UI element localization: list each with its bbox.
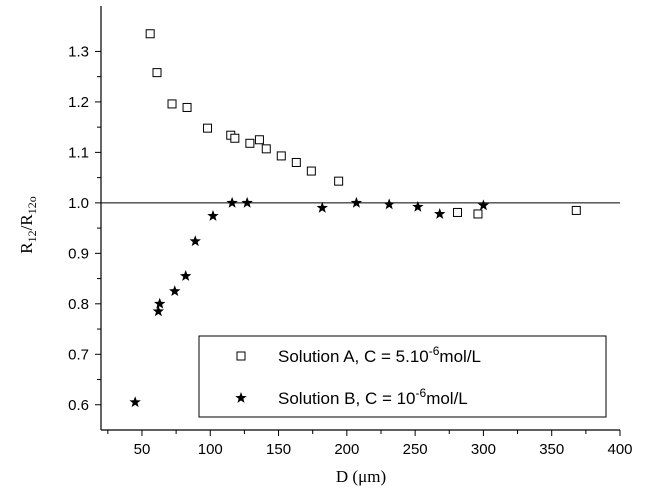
data-point-solution-b — [152, 305, 165, 317]
y-tick-label: 0.7 — [68, 346, 89, 363]
x-axis-title: D (μm) — [336, 467, 386, 486]
data-point-solution-b — [434, 207, 446, 219]
x-tick-label: 200 — [334, 441, 359, 458]
data-point-solution-b — [350, 196, 363, 208]
x-tick-label: 250 — [403, 441, 428, 458]
y-tick-label: 1.2 — [68, 94, 89, 111]
legend-label-solution-b: Solution B, C = 10-6mol/L — [278, 386, 468, 408]
legend: Solution A, C = 5.10-6mol/L Solution B, … — [198, 335, 607, 418]
data-point-solution-b — [316, 201, 328, 213]
y-axis-title-base: R — [17, 242, 36, 254]
data-point-solution-b — [241, 196, 253, 208]
x-tick-label: 50 — [134, 441, 151, 458]
x-axis-title-suffix: m) — [367, 467, 386, 486]
legend-symbol-solution-b — [235, 392, 247, 403]
data-point-solution-b — [154, 297, 166, 309]
legend-label-solution-b-suffix: mol/L — [426, 389, 468, 408]
data-point-solution-a — [254, 135, 264, 145]
y-axis-title-sep: /R — [17, 214, 36, 231]
y-tick-label: 0.6 — [68, 397, 89, 414]
data-point-solution-b — [189, 235, 201, 247]
data-point-solution-a — [167, 99, 177, 109]
data-point-solution-a — [152, 68, 162, 78]
legend-label-solution-b-sup: -6 — [416, 386, 427, 400]
legend-box — [198, 335, 607, 418]
legend-marker-open-square — [236, 351, 246, 361]
y-tick-label: 1.3 — [68, 43, 89, 60]
data-point-solution-a — [261, 144, 271, 154]
data-point-solution-b — [179, 270, 192, 281]
data-point-solution-a — [245, 138, 255, 148]
data-point-solution-b — [129, 396, 141, 408]
data-point-solution-a — [203, 123, 213, 133]
data-point-solution-a — [473, 209, 483, 219]
legend-marker-filled-star — [235, 392, 247, 403]
y-tick-label: 1.0 — [68, 195, 89, 212]
data-point-solution-b — [383, 198, 395, 210]
data-point-solution-a — [182, 102, 192, 112]
data-point-solution-b — [477, 199, 490, 211]
tick-labels: 50 100 150 200 250 300 350 400 0.6 0.7 0.8 0.9 1.0 1.… — [68, 43, 632, 458]
data-point-solution-a — [571, 205, 581, 215]
y-tick-label: 0.8 — [68, 296, 89, 313]
y-axis-title-sub2: 12o — [25, 196, 39, 214]
x-tick-label: 400 — [607, 441, 632, 458]
x-axis-title-mu: μ — [358, 467, 367, 486]
data-point-solution-a — [230, 133, 240, 143]
data-point-solution-b — [412, 200, 424, 212]
legend-label-solution-a-sup: -6 — [429, 344, 440, 358]
data-point-solution-a — [145, 29, 155, 39]
y-axis-title-sub: 12 — [25, 230, 39, 242]
legend-label-solution-b-name: Solution B, C = 10 — [278, 389, 416, 408]
y-tick-label: 1.1 — [68, 144, 89, 161]
x-tick-label: 100 — [198, 441, 223, 458]
x-tick-label: 150 — [266, 441, 291, 458]
tick-marks — [95, 50, 621, 436]
x-tick-label: 350 — [539, 441, 564, 458]
data-point-solution-b — [226, 196, 238, 208]
data-point-solution-a — [334, 176, 344, 186]
legend-symbol-solution-a — [236, 351, 246, 361]
legend-label-solution-a: Solution A, C = 5.10-6mol/L — [278, 344, 481, 366]
data-point-solution-b — [207, 209, 219, 221]
data-point-solution-a — [276, 151, 286, 161]
legend-label-solution-a-suffix: mol/L — [439, 347, 481, 366]
data-point-solution-b — [169, 285, 181, 297]
x-tick-label: 300 — [471, 441, 496, 458]
data-points — [129, 29, 581, 408]
data-point-solution-a — [452, 207, 462, 217]
data-point-solution-a — [291, 157, 301, 167]
data-point-solution-a — [306, 166, 316, 176]
x-axis-title-prefix: D ( — [336, 467, 359, 486]
y-axis-title: R12/R12o — [17, 196, 39, 253]
y-tick-label: 0.9 — [68, 245, 89, 262]
legend-label-solution-a-name: Solution A, C = 5.10 — [278, 347, 429, 366]
